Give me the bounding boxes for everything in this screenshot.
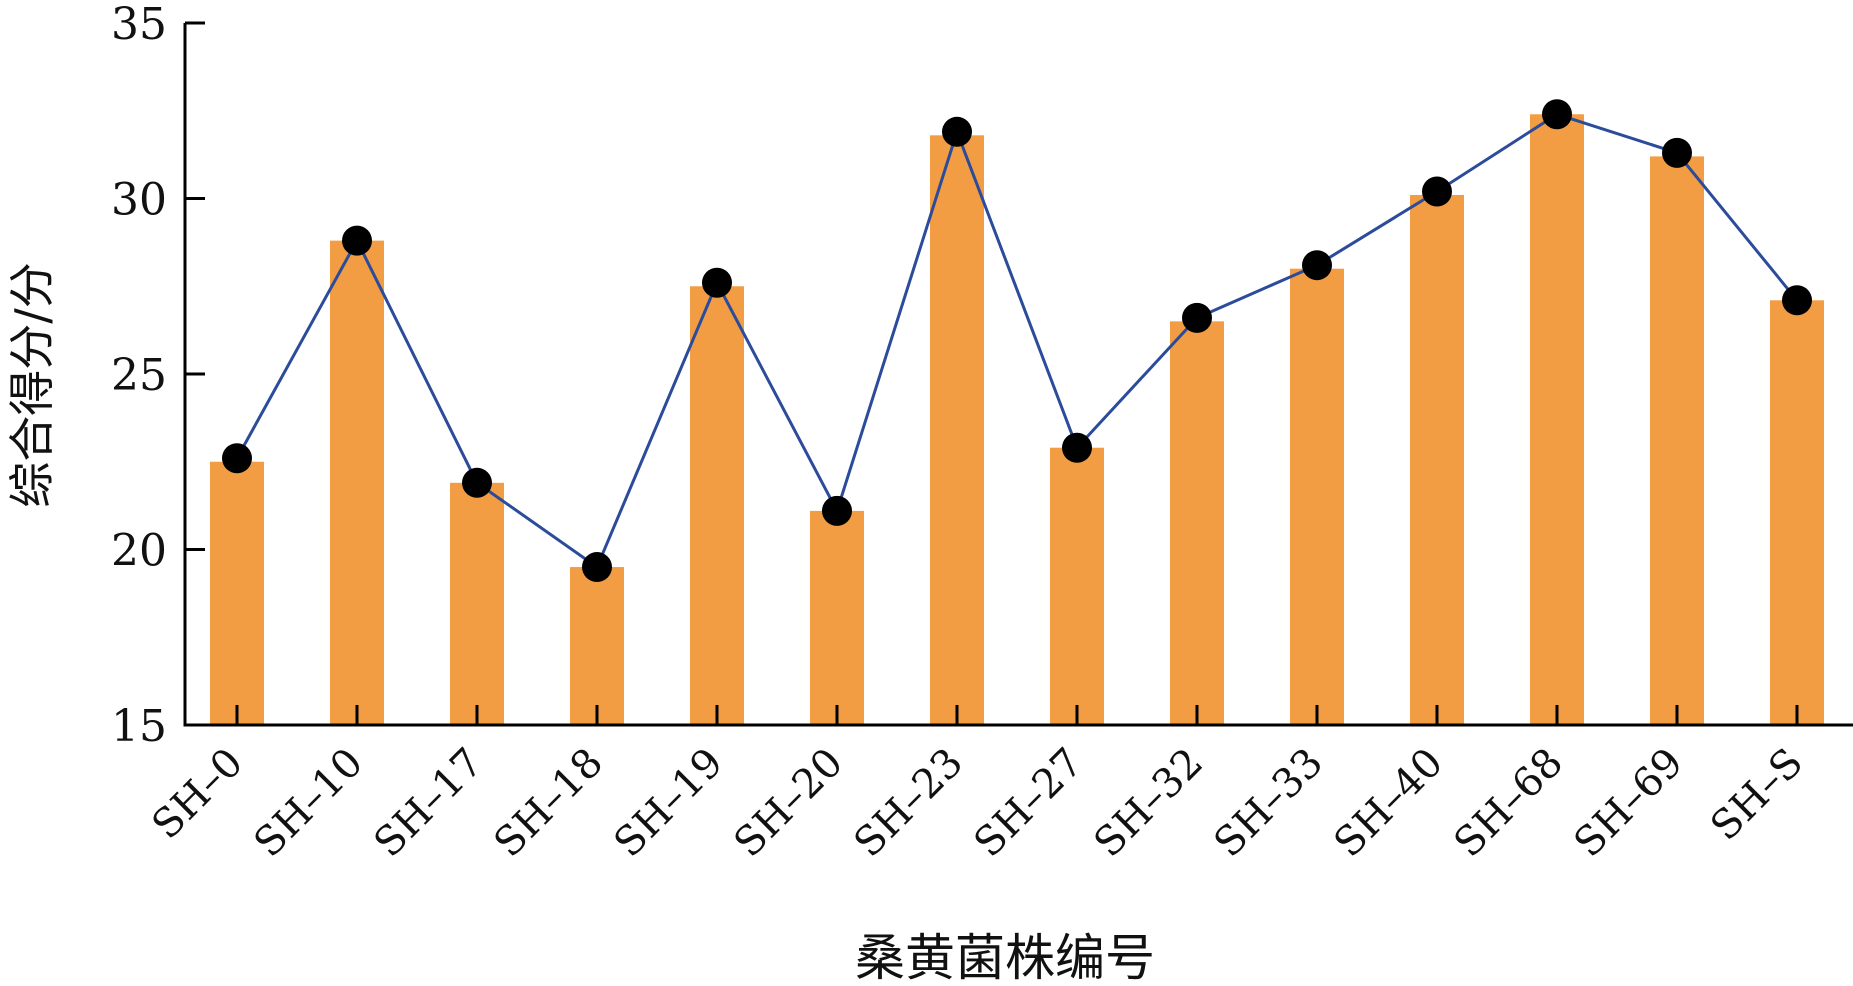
bar-10 (1410, 194, 1464, 726)
point-5 (822, 495, 852, 526)
point-4 (702, 267, 732, 298)
bar-9 (1290, 268, 1344, 725)
point-13 (1782, 285, 1812, 316)
x-tick-label-4: SH–19 (605, 740, 732, 867)
bar-7 (1050, 447, 1104, 725)
bar-8 (1170, 321, 1224, 725)
x-tick-label-2: SH–17 (365, 740, 492, 867)
point-7 (1062, 432, 1092, 463)
bar-2 (450, 482, 504, 725)
bar-12 (1650, 156, 1704, 725)
bar-6 (930, 135, 984, 725)
x-tick-label-5: SH–20 (725, 740, 852, 867)
series-line (235, 112, 1799, 570)
point-1 (342, 225, 372, 256)
line-series-group (222, 99, 1812, 583)
y-axis-title: 综合得分/分 (5, 262, 59, 508)
point-6 (942, 116, 972, 147)
x-tick-label-3: SH–18 (485, 740, 612, 867)
x-tick-label-6: SH–23 (845, 740, 972, 867)
point-0 (222, 443, 252, 474)
x-tick-label-1: SH–10 (245, 740, 372, 867)
x-tick-label-8: SH–32 (1085, 740, 1212, 867)
bar-4 (690, 286, 744, 725)
bar-13 (1770, 300, 1824, 725)
x-tick-label-7: SH–27 (965, 740, 1092, 867)
point-8 (1182, 302, 1212, 333)
bar-5 (810, 510, 864, 725)
x-tick-label-11: SH–68 (1445, 740, 1572, 867)
point-10 (1422, 176, 1452, 207)
point-3 (582, 552, 612, 583)
bar-11 (1530, 114, 1584, 725)
point-9 (1302, 250, 1332, 281)
y-ticks-group: 15 20 25 30 35 (111, 0, 205, 752)
x-tick-label-9: SH–33 (1205, 740, 1332, 867)
x-ticks-group: SH–0SH–10SH–17SH–18SH–19SH–20SH–23SH–27S… (143, 705, 1812, 866)
bar-1 (330, 240, 384, 725)
x-tick-label-0: SH–0 (143, 740, 252, 849)
y-tick-label-4: 35 (111, 0, 167, 50)
x-axis-title: 桑黄菌株编号 (855, 929, 1155, 986)
bars-group (210, 114, 1824, 726)
x-tick-label-13: SH–S (1702, 740, 1812, 850)
y-tick-label-2: 25 (111, 350, 167, 401)
bar-0 (210, 461, 264, 725)
x-tick-label-12: SH–69 (1565, 740, 1692, 867)
point-2 (462, 467, 492, 498)
bar-3 (570, 567, 624, 725)
point-12 (1662, 137, 1692, 168)
point-11 (1542, 99, 1572, 130)
y-tick-label-1: 20 (111, 526, 167, 577)
y-tick-label-3: 30 (111, 175, 167, 226)
y-tick-label-0: 15 (111, 701, 167, 752)
x-tick-label-10: SH–40 (1325, 740, 1452, 867)
